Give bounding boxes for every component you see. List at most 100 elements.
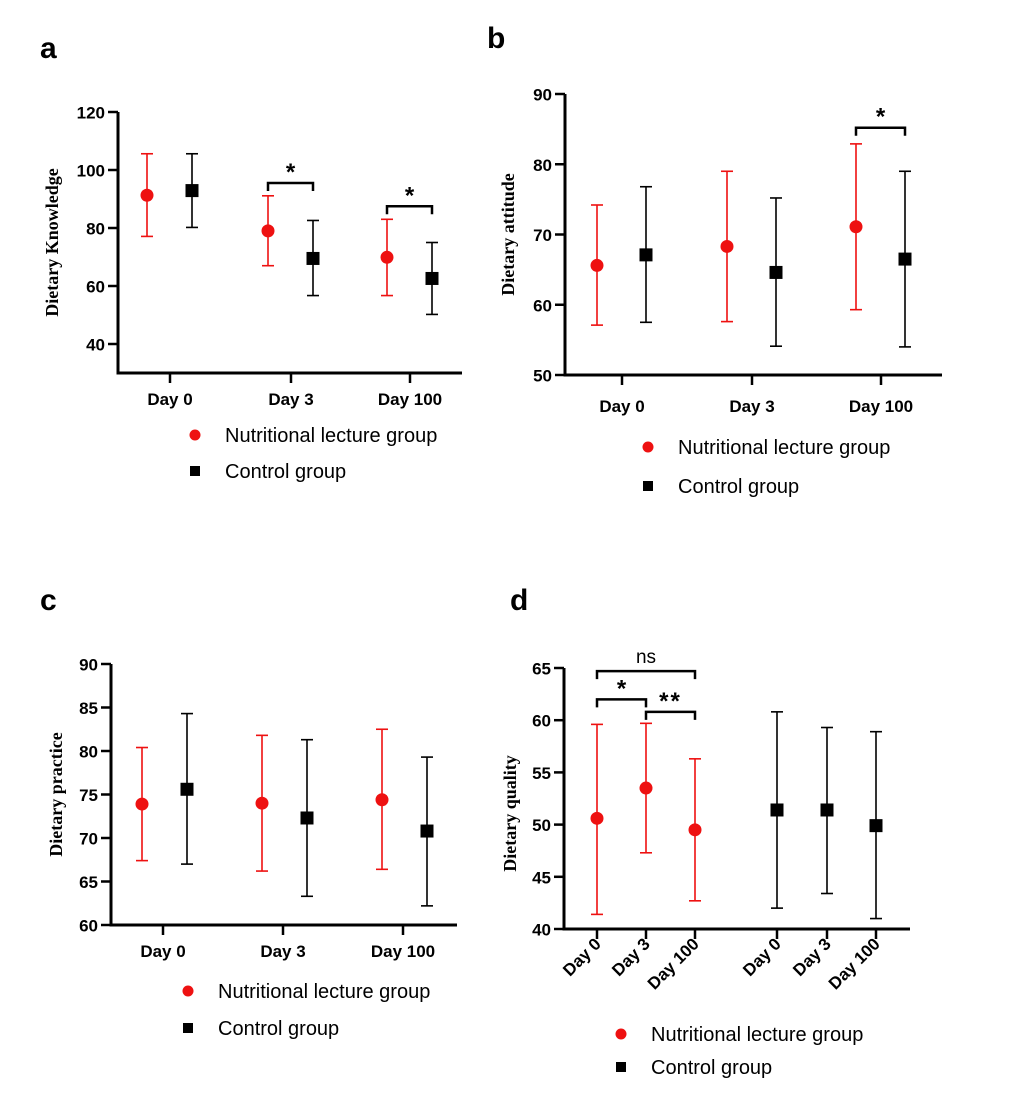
data-point-square (180, 782, 194, 796)
series-nutritional-lecture-group (140, 152, 394, 297)
data-point-square (820, 803, 834, 817)
legend-label: Nutritional lecture group (678, 437, 890, 459)
legend-label: Control group (225, 461, 346, 483)
significance-bracket (385, 205, 434, 215)
data-point-square (769, 265, 783, 279)
x-tick-label: Day 100 (825, 934, 884, 993)
series-nutritional-lecture-group (590, 722, 702, 916)
data-point-circle (261, 224, 275, 238)
y-axis-title: Dietary attitude (498, 173, 518, 295)
data-point-square (770, 803, 784, 817)
x-tick-label: Day 0 (739, 934, 785, 980)
data-point-square (898, 252, 912, 266)
y-tick-label: 65 (79, 873, 98, 892)
y-tick-label: 85 (79, 699, 98, 718)
x-tick-label: Day 3 (608, 934, 654, 980)
x-tick-label: Day 0 (599, 397, 644, 416)
legend-label: Control group (651, 1057, 772, 1079)
data-point-square (425, 271, 439, 285)
y-tick-label: 40 (86, 336, 105, 355)
x-tick-label: Day 100 (378, 390, 442, 409)
x-tick-label: Day 100 (371, 942, 435, 961)
y-tick-label: 120 (77, 104, 105, 123)
legend: Nutritional lecture group Control group (182, 981, 430, 1040)
legend-label: Nutritional lecture group (651, 1024, 863, 1046)
legend-marker-circle (615, 1028, 627, 1040)
y-axis-title: Dietary quality (500, 755, 520, 872)
series-nutritional-lecture-group (135, 728, 389, 872)
series-control-group (180, 712, 434, 907)
data-point-square (869, 819, 883, 833)
x-tick-label: Day 3 (260, 942, 305, 961)
data-point-square (639, 248, 653, 262)
y-tick-label: 90 (79, 656, 98, 675)
data-point-circle (590, 258, 604, 272)
legend: Nutritional lecture group Control group (642, 437, 890, 498)
series-control-group (770, 711, 883, 920)
y-tick-label: 60 (532, 712, 551, 731)
significance-label: ** (659, 688, 682, 715)
y-axis-title: Dietary Knowledge (42, 168, 62, 316)
legend: Nutritional lecture group Control group (615, 1024, 863, 1079)
y-tick-label: 100 (77, 162, 105, 181)
y-tick-label: 70 (79, 830, 98, 849)
legend-label: Control group (218, 1018, 339, 1040)
x-tick-label: Day 0 (147, 390, 192, 409)
legend-marker-square (183, 1023, 193, 1033)
data-point-circle (639, 781, 653, 795)
x-tick-label: Day 3 (268, 390, 313, 409)
data-point-square (185, 184, 199, 198)
legend-label: Nutritional lecture group (225, 425, 437, 447)
significance-annotations: ** (266, 159, 434, 215)
panel-label: b (487, 22, 505, 55)
significance-label: * (876, 104, 886, 131)
data-point-circle (255, 796, 269, 810)
panel-label: c (40, 584, 57, 617)
significance-label: * (617, 675, 627, 702)
y-axis-title: Dietary practice (46, 732, 66, 856)
y-tick-label: 80 (79, 743, 98, 762)
significance-bracket (854, 126, 907, 136)
significance-bracket (595, 698, 648, 708)
panel-a: a 40 60 80 100 120 Day 0 Day 3 Day 100 Dietary Kn… (40, 32, 462, 483)
panel-label: a (40, 32, 57, 65)
significance-annotations: * (854, 104, 907, 136)
legend-marker-circle (189, 429, 201, 441)
data-point-circle (720, 239, 734, 253)
data-point-circle (375, 793, 389, 807)
y-tick-label: 60 (79, 917, 98, 936)
y-tick-label: 80 (533, 156, 552, 175)
legend-label: Nutritional lecture group (218, 981, 430, 1003)
y-tick-label: 40 (532, 921, 551, 940)
x-tick-label: Day 0 (559, 934, 605, 980)
y-tick-label: 90 (533, 86, 552, 105)
data-point-circle (135, 797, 149, 811)
legend-marker-square (190, 466, 200, 476)
panel-b: b 50 60 70 80 90 Day 0 Day 3 Day 100 Dietary atti… (487, 22, 942, 498)
y-tick-label: 60 (533, 296, 552, 315)
y-tick-label: 60 (86, 278, 105, 297)
data-point-circle (140, 188, 154, 202)
series-control-group (185, 152, 439, 316)
y-tick-label: 65 (532, 660, 551, 679)
significance-bracket (595, 669, 697, 680)
y-tick-label: 55 (532, 764, 551, 783)
significance-bracket (266, 181, 315, 192)
y-tick-label: 50 (533, 367, 552, 386)
data-point-square (420, 824, 434, 838)
x-tick-label: Day 100 (644, 934, 703, 993)
data-point-circle (380, 250, 394, 264)
data-point-circle (590, 811, 604, 825)
x-tick-label: Day 3 (789, 934, 835, 980)
significance-bracket (644, 710, 697, 720)
significance-label: ns (636, 647, 656, 668)
y-tick-label: 50 (532, 816, 551, 835)
data-point-circle (688, 823, 702, 837)
legend: Nutritional lecture group Control group (189, 425, 437, 483)
y-tick-label: 80 (86, 220, 105, 239)
legend-marker-square (643, 481, 653, 491)
series-control-group (639, 170, 912, 348)
significance-label: * (286, 159, 296, 186)
